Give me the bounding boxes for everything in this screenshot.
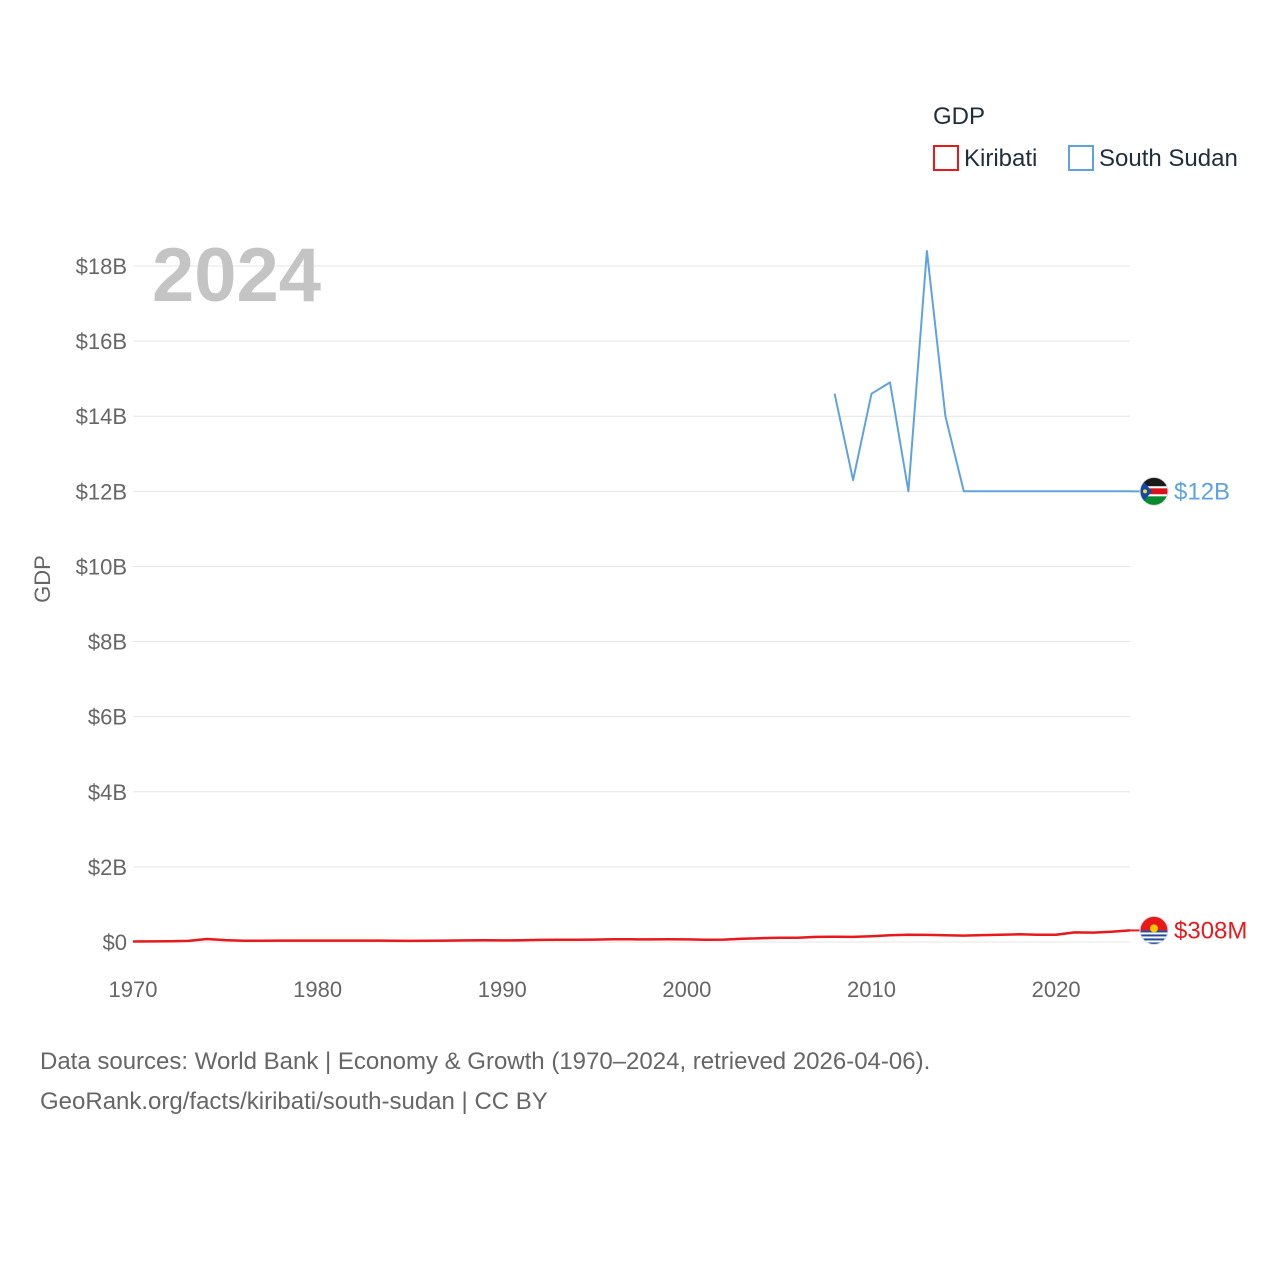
series-lines [132,250,1131,943]
end-value-label-south-sudan: $12B [1174,478,1230,505]
footer-sources: Data sources: World Bank | Economy & Gro… [40,1048,931,1075]
legend-label-kiribati: Kiribati [964,145,1037,172]
x-tick-label: 2010 [847,977,896,1002]
y-tick-label: $6B [88,705,127,730]
footer-attribution[interactable]: GeoRank.org/facts/kiribati/south-sudan |… [40,1088,548,1115]
x-tick-label: 2020 [1032,977,1081,1002]
y-tick-label: $14B [76,404,127,429]
y-tick-label: $12B [76,479,127,504]
x-tick-label: 2000 [662,977,711,1002]
south-sudan-flag-icon [1139,476,1169,506]
y-tick-label: $16B [76,329,127,354]
x-tick-label: 1980 [293,977,342,1002]
end-value-label-kiribati: $308M [1174,917,1247,944]
y-tick-label: $18B [76,254,127,279]
series-line-kiribati [132,929,1131,943]
legend: GDP Kiribati South Sudan [933,103,1238,172]
y-tick-label: $2B [88,855,127,880]
kiribati-flag-icon [1139,915,1169,945]
y-tick-label: $8B [88,630,127,655]
y-tick-label: $10B [76,554,127,579]
y-axis-label: GDP [30,555,55,603]
gridlines [133,265,1130,943]
legend-item-south-sudan[interactable]: South Sudan [1068,145,1238,172]
year-watermark: 2024 [152,233,321,318]
series-line-south-sudan [833,250,1130,493]
legend-swatch-south-sudan [1068,145,1094,171]
legend-title: GDP [933,103,985,130]
gdp-line-chart: $0$2B$4B$6B$8B$10B$12B$14B$16B$18B 1970 1… [30,103,1247,1002]
legend-swatch-kiribati [933,145,959,171]
x-axis-ticks: 1970 1980 1990 2000 2010 2020 [109,977,1081,1002]
y-tick-label: $4B [88,780,127,805]
y-axis-ticks: $0 $2B $4B $6B $8B $10B $12B $14B $16B $18B [76,254,127,955]
source-footer: Data sources: World Bank | Economy & Gro… [40,1042,1240,1122]
x-tick-label: 1970 [109,977,158,1002]
legend-item-kiribati[interactable]: Kiribati [933,145,1037,172]
legend-label-south-sudan: South Sudan [1099,145,1238,172]
y-tick-label: $0 [103,930,127,955]
series-endpoints: $308M $12B [1130,476,1247,945]
x-tick-label: 1990 [478,977,527,1002]
